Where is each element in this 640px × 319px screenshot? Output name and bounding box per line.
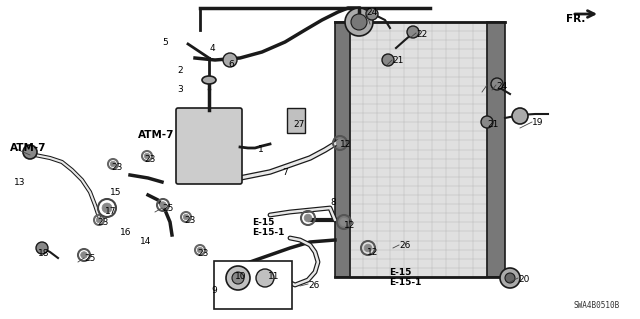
Text: 12: 12 (367, 248, 378, 257)
Text: 6: 6 (228, 60, 234, 69)
Bar (287, 108, 305, 133)
Text: 12: 12 (344, 221, 355, 230)
Text: 1: 1 (258, 145, 264, 154)
Circle shape (160, 202, 166, 208)
Circle shape (345, 8, 373, 36)
Text: 13: 13 (14, 178, 26, 187)
Text: 23: 23 (111, 163, 122, 172)
Text: 16: 16 (120, 228, 131, 237)
Text: 21: 21 (392, 56, 403, 65)
Text: FR.: FR. (566, 14, 586, 24)
Bar (214, 261, 292, 309)
Text: 23: 23 (144, 155, 156, 164)
Text: 23: 23 (184, 216, 195, 225)
Circle shape (512, 108, 528, 124)
Text: 4: 4 (210, 44, 216, 53)
Bar (487, 22, 505, 277)
Text: 25: 25 (162, 204, 173, 213)
Bar (349, 22, 487, 277)
Text: 5: 5 (162, 38, 168, 47)
Circle shape (232, 272, 244, 284)
Text: 24: 24 (366, 8, 377, 17)
Circle shape (505, 273, 515, 283)
Circle shape (364, 244, 372, 252)
Text: 2: 2 (177, 66, 182, 75)
Circle shape (382, 54, 394, 66)
Circle shape (407, 26, 419, 38)
Circle shape (183, 214, 189, 220)
Text: ATM-7: ATM-7 (10, 143, 47, 153)
Text: 25: 25 (84, 254, 95, 263)
Circle shape (23, 145, 37, 159)
Text: 10: 10 (235, 272, 246, 281)
Text: 18: 18 (38, 249, 49, 258)
Text: 17: 17 (105, 207, 116, 216)
Circle shape (304, 214, 312, 222)
FancyBboxPatch shape (176, 108, 242, 184)
Text: E-15: E-15 (389, 268, 412, 277)
Circle shape (351, 14, 367, 30)
Circle shape (340, 218, 348, 226)
Text: E-15: E-15 (252, 218, 275, 227)
Text: E-15-1: E-15-1 (252, 228, 284, 237)
Text: 24: 24 (496, 82, 508, 91)
Circle shape (336, 139, 344, 147)
Text: 19: 19 (532, 118, 543, 127)
Text: SWA4B0510B: SWA4B0510B (573, 301, 620, 310)
Circle shape (256, 269, 274, 287)
Circle shape (144, 153, 150, 159)
Ellipse shape (202, 76, 216, 84)
Text: 21: 21 (487, 120, 499, 129)
Text: 23: 23 (97, 218, 108, 227)
Text: 27: 27 (293, 120, 305, 129)
Text: 23: 23 (197, 249, 209, 258)
Circle shape (366, 8, 378, 20)
Text: E-15-1: E-15-1 (389, 278, 421, 287)
Circle shape (102, 203, 112, 213)
Text: ATM-7: ATM-7 (138, 130, 175, 140)
Text: 26: 26 (399, 241, 410, 250)
Text: 26: 26 (308, 281, 319, 290)
Circle shape (500, 268, 520, 288)
Circle shape (226, 266, 250, 290)
Text: 9: 9 (211, 286, 217, 295)
Text: 7: 7 (282, 168, 288, 177)
Text: 15: 15 (110, 188, 122, 197)
Circle shape (197, 247, 203, 253)
Circle shape (223, 53, 237, 67)
Circle shape (36, 242, 48, 254)
Text: 11: 11 (268, 272, 280, 281)
Circle shape (481, 116, 493, 128)
Text: 3: 3 (177, 85, 183, 94)
Circle shape (110, 161, 116, 167)
Text: 22: 22 (416, 30, 428, 39)
Circle shape (491, 78, 503, 90)
Text: 8: 8 (330, 198, 336, 207)
Text: 20: 20 (518, 275, 529, 284)
Text: 12: 12 (340, 140, 351, 149)
Bar (335, 22, 350, 277)
Circle shape (96, 217, 102, 223)
Circle shape (81, 252, 87, 258)
Text: 14: 14 (140, 237, 152, 246)
